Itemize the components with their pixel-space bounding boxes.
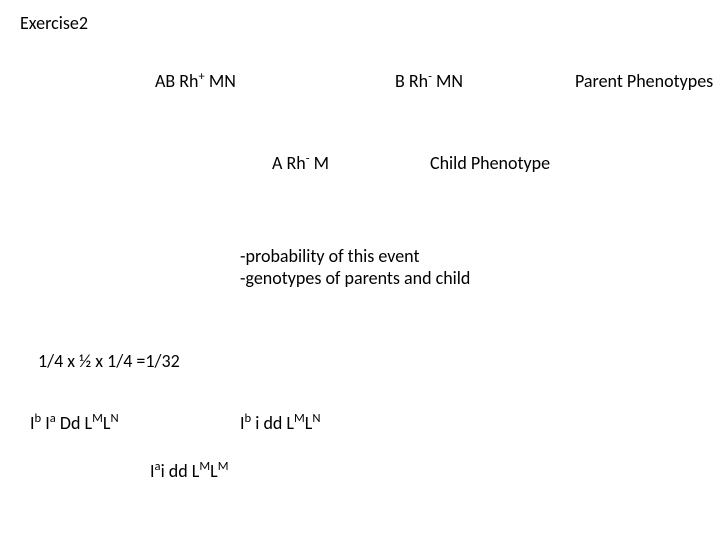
g3-e: L [210, 460, 218, 482]
parent1-phenotype: AB Rh+ MN [155, 70, 236, 92]
g1-e: Dd L [56, 412, 92, 434]
child-post: M [310, 152, 329, 174]
genotype-parent2: Ib i dd LMLN [240, 412, 321, 434]
parent2-post: MN [432, 70, 463, 92]
parent2-phenotype: B Rh- MN [395, 70, 463, 92]
g1-c: I [41, 412, 50, 434]
probability-calc: 1/4 x ½ x 1/4 =1/32 [38, 350, 180, 372]
bullet-genotypes: -genotypes of parents and child [240, 267, 470, 289]
g2-c: i dd L [251, 412, 294, 434]
parents-label: Parent Phenotypes [575, 70, 713, 92]
genotype-parent1: Ib Ia Dd LMLN [30, 412, 119, 434]
exercise-title: Exercise2 [20, 12, 88, 34]
parent1-post: MN [205, 70, 236, 92]
g1-h: N [110, 411, 118, 426]
parent1-pre: AB Rh [155, 70, 199, 92]
g1-f: M [92, 411, 103, 426]
g3-c: i dd L [161, 460, 200, 482]
g3-f: M [218, 459, 229, 474]
child-phenotype: A Rh- M [272, 152, 329, 174]
genotype-child: Iai dd LMLM [150, 460, 229, 482]
parent2-pre: B Rh [395, 70, 428, 92]
bullet-probability: -probability of this event [240, 245, 420, 267]
g3-d: M [199, 459, 210, 474]
g2-d: M [294, 411, 305, 426]
g2-f: N [312, 411, 320, 426]
child-label: Child Phenotype [430, 152, 550, 174]
child-pre: A Rh [272, 152, 306, 174]
